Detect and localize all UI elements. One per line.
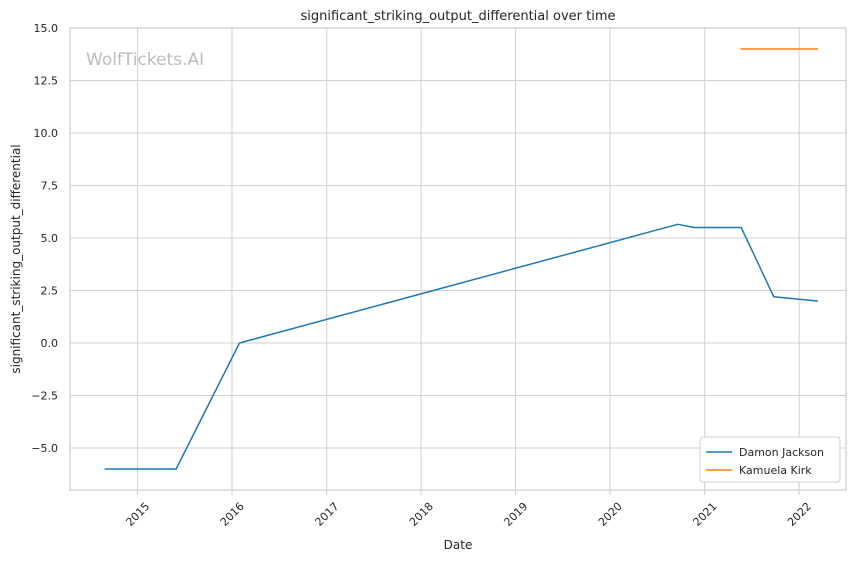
y-tick-label: 0.0 xyxy=(41,337,59,350)
legend-label-damon-jackson: Damon Jackson xyxy=(739,446,824,459)
y-tick-label: −2.5 xyxy=(31,390,58,403)
series-lines xyxy=(104,48,819,470)
grid-lines xyxy=(70,27,846,490)
y-tick-label: 7.5 xyxy=(41,180,59,193)
y-tick-label: 15.0 xyxy=(34,22,59,35)
x-tick-label: 2018 xyxy=(407,500,436,529)
y-tick-label: 5.0 xyxy=(41,232,59,245)
y-tick-label: 12.5 xyxy=(34,75,59,88)
y-tick-label: 2.5 xyxy=(41,285,59,298)
y-tick-label: 10.0 xyxy=(34,127,59,140)
chart-title: significant_striking_output_differential… xyxy=(301,9,616,24)
x-tick-label: 2015 xyxy=(123,500,152,529)
x-tick-label: 2019 xyxy=(501,500,530,529)
y-tick-label: −5.0 xyxy=(31,442,58,455)
x-tick-label: 2017 xyxy=(313,500,342,529)
legend-label-kamuela-kirk: Kamuela Kirk xyxy=(739,464,812,477)
x-axis-label: Date xyxy=(444,538,473,552)
x-tick-label: 2020 xyxy=(596,500,625,529)
x-tick-label: 2022 xyxy=(785,500,814,529)
x-tick-label: 2021 xyxy=(691,500,720,529)
axis-ticks: 15.0 12.5 10.0 7.5 5.0 2.5 0.0 −2.5 −5.0 2015 2016… xyxy=(31,22,814,529)
series-line-damon-jackson xyxy=(104,223,819,470)
y-axis-label: significant_striking_output_differential xyxy=(9,144,23,373)
plot-frame xyxy=(69,27,847,491)
watermark: WolfTickets.AI xyxy=(86,50,204,70)
x-tick-label: 2016 xyxy=(218,500,247,529)
legend-frame xyxy=(699,436,841,483)
legend: Damon Jackson Kamuela Kirk xyxy=(699,436,841,483)
